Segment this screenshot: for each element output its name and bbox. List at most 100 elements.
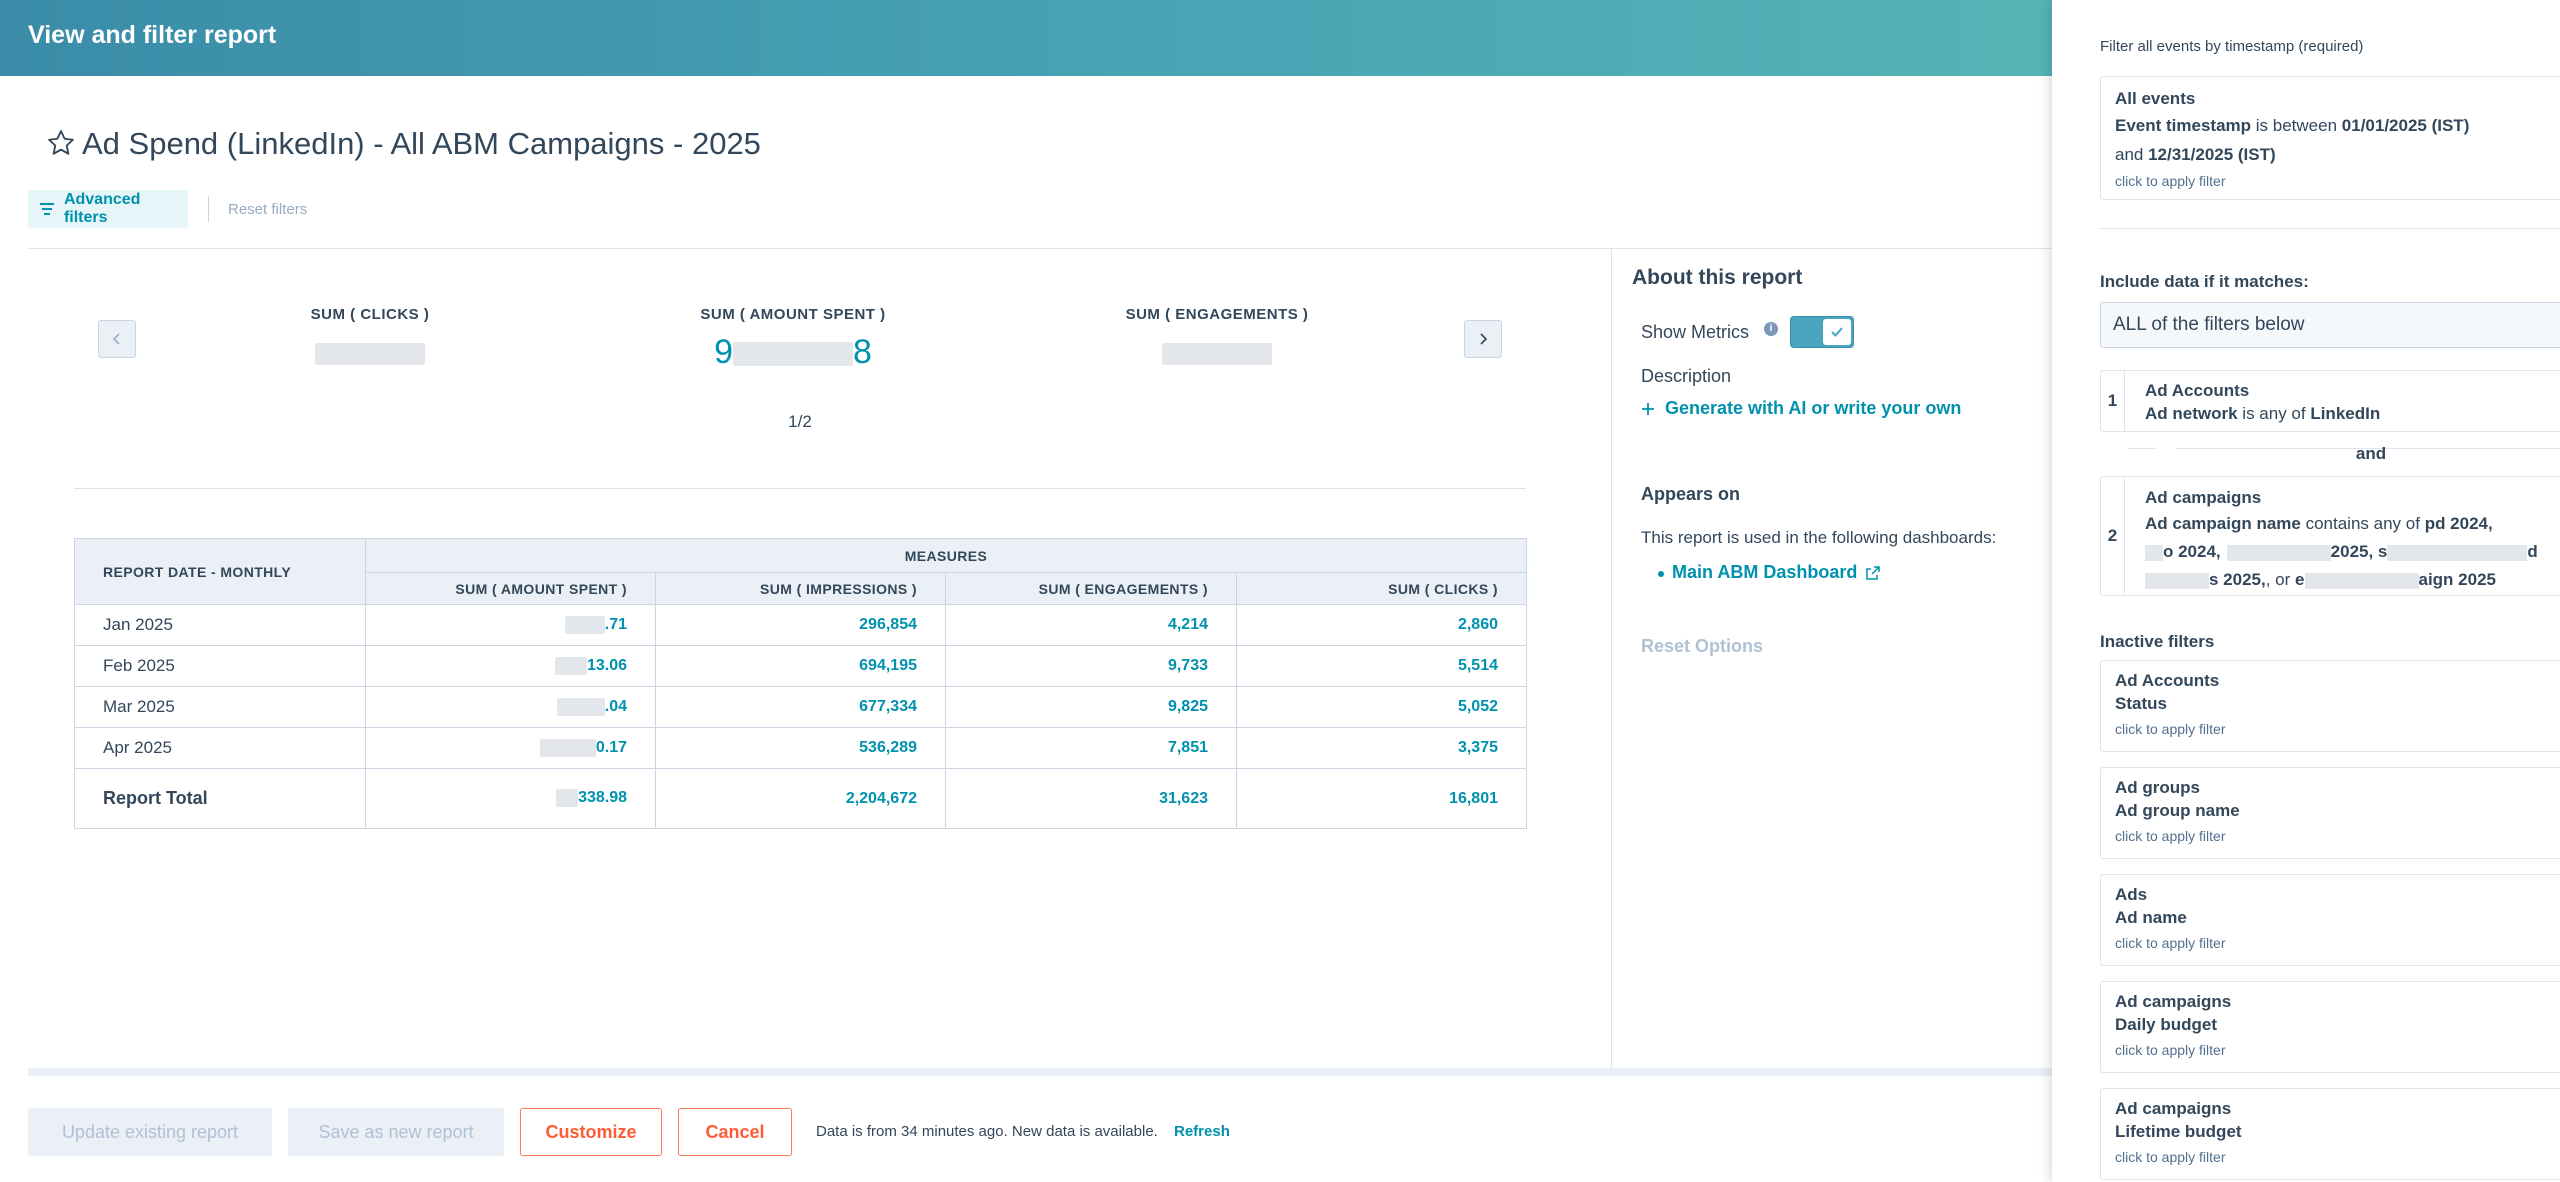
total-label: Report Total (74, 768, 366, 829)
inactive-filter-card[interactable]: Ads Ad name click to apply filter (2100, 874, 2560, 966)
filter-connector: and (2355, 444, 2387, 463)
amount-cell[interactable]: .04 (365, 686, 656, 728)
table-row: Feb 2025 13.06 694,195 9,733 5,514 (74, 645, 1527, 687)
inactive-filter-card[interactable]: Ad campaigns Daily budget click to apply… (2100, 981, 2560, 1073)
dashboard-link[interactable]: Main ABM Dashboard (1658, 562, 1881, 583)
advanced-filters-button[interactable]: Advanced filters (28, 190, 188, 228)
engagements-total-cell[interactable]: 31,623 (945, 768, 1237, 829)
filter-object: Ad campaigns (2115, 992, 2232, 1011)
engagements-cell[interactable]: 9,825 (945, 686, 1237, 728)
carousel-pager: 1/2 (788, 412, 812, 431)
match-type-dropdown[interactable]: ALL of the filters below (2100, 302, 2560, 348)
save-new-report-button[interactable]: Save as new report (288, 1108, 504, 1156)
inactive-filters-label: Inactive filters (2100, 632, 2215, 651)
row-label: Mar 2025 (74, 686, 366, 728)
clicks-total-cell[interactable]: 16,801 (1236, 768, 1527, 829)
info-icon[interactable]: i (1764, 322, 1778, 336)
impressions-cell[interactable]: 536,289 (655, 727, 946, 769)
reset-filters-link[interactable]: Reset filters (228, 201, 308, 218)
filter-rule-continued: and 12/31/2025 (IST) (2115, 145, 2276, 164)
reset-options-button[interactable]: Reset Options (1641, 636, 1764, 656)
column-header[interactable]: SUM ( IMPRESSIONS ) (655, 572, 946, 605)
footer-scrollbar[interactable] (28, 1068, 2052, 1076)
external-link-icon (1866, 565, 1881, 580)
filter-field: Lifetime budget (2115, 1122, 2242, 1141)
table-row: Jan 2025 .71 296,854 4,214 2,860 (74, 604, 1527, 646)
kpi-label: SUM ( AMOUNT SPENT ) (700, 306, 886, 323)
clicks-cell[interactable]: 5,514 (1236, 645, 1527, 687)
filter-object: Ad Accounts (2145, 381, 2250, 400)
inactive-filter-card[interactable]: Ad Accounts Status click to apply filter (2100, 660, 2560, 752)
timestamp-filter-card[interactable]: All events Event timestamp is between 01… (2100, 76, 2560, 200)
column-header[interactable]: SUM ( AMOUNT SPENT ) (365, 572, 656, 605)
carousel-next-button[interactable] (1464, 320, 1502, 358)
header-divider (28, 248, 2052, 249)
apply-filter-link[interactable]: click to apply filter (2115, 1042, 2226, 1058)
amount-cell[interactable]: 13.06 (365, 645, 656, 687)
generate-description-link[interactable]: Generate with AI or write your own (1641, 398, 1961, 419)
favorite-star-icon[interactable] (46, 128, 76, 158)
amount-cell[interactable]: .71 (365, 604, 656, 646)
filter-object: All events (2115, 89, 2196, 108)
include-label: Include data if it matches: (2100, 272, 2309, 291)
impressions-cell[interactable]: 677,334 (655, 686, 946, 728)
apply-filter-link[interactable]: click to apply filter (2115, 935, 2226, 951)
refresh-link[interactable]: Refresh (1174, 1123, 1230, 1140)
inactive-filter-card[interactable]: Ad groups Ad group name click to apply f… (2100, 767, 2560, 859)
amount-total-cell[interactable]: 338.98 (365, 768, 656, 829)
show-metrics-toggle[interactable] (1790, 316, 1854, 348)
kpi-value-redacted (220, 335, 520, 369)
measures-header: MEASURES (365, 538, 1527, 573)
report-table: REPORT DATE - MONTHLY MEASURES SUM ( AMO… (74, 538, 1527, 829)
filter-field: Ad group name (2115, 801, 2240, 820)
about-title: About this report (1632, 266, 1803, 289)
clicks-cell[interactable]: 3,375 (1236, 727, 1527, 769)
report-title: Ad Spend (LinkedIn) - All ABM Campaigns … (82, 126, 761, 161)
apply-filter-link[interactable]: click to apply filter (2115, 721, 2226, 737)
engagements-cell[interactable]: 4,214 (945, 604, 1237, 646)
filter-object: Ad campaigns (2115, 1099, 2232, 1118)
active-filter-card[interactable]: 2 Ad campaigns Ad campaign name contains… (2100, 476, 2560, 596)
kpi-value-prefix: 9 (714, 333, 733, 371)
filter-number: 1 (2101, 371, 2125, 431)
column-header[interactable]: SUM ( ENGAGEMENTS ) (945, 572, 1237, 605)
clicks-cell[interactable]: 5,052 (1236, 686, 1527, 728)
impressions-cell[interactable]: 694,195 (655, 645, 946, 687)
clicks-cell[interactable]: 2,860 (1236, 604, 1527, 646)
chevron-right-icon (1480, 333, 1488, 345)
filter-rule-values: s 2025,, or e aign 2025 (2145, 566, 2560, 594)
modal-title: View and filter report (28, 21, 277, 49)
row-label: Feb 2025 (74, 645, 366, 687)
inactive-filter-card[interactable]: Ad campaigns Lifetime budget click to ap… (2100, 1088, 2560, 1180)
update-report-button[interactable]: Update existing report (28, 1108, 272, 1156)
engagements-cell[interactable]: 7,851 (945, 727, 1237, 769)
kpi-label: SUM ( ENGAGEMENTS ) (1125, 306, 1309, 323)
apply-filter-link[interactable]: click to apply filter (2115, 173, 2226, 189)
impressions-total-cell[interactable]: 2,204,672 (655, 768, 946, 829)
engagements-cell[interactable]: 9,733 (945, 645, 1237, 687)
match-type-value: ALL of the filters below (2113, 314, 2305, 335)
active-filter-card[interactable]: 1 Ad Accounts Ad network is any of Linke… (2100, 370, 2560, 432)
apply-filter-link[interactable]: click to apply filter (2115, 1149, 2226, 1165)
filter-panel: Filter all events by timestamp (required… (2052, 0, 2560, 1182)
advanced-filters-label: Advanced filters (63, 191, 141, 226)
column-header[interactable]: SUM ( CLICKS ) (1236, 572, 1527, 605)
timestamp-filter-label: Filter all events by timestamp (required… (2100, 38, 2364, 55)
filter-field: Daily budget (2115, 1015, 2218, 1034)
data-freshness-note: Data is from 34 minutes ago. New data is… (816, 1123, 1158, 1140)
cancel-button[interactable]: Cancel (678, 1108, 792, 1156)
table-row: Mar 2025 .04 677,334 9,825 5,052 (74, 686, 1527, 728)
connector-line (2128, 448, 2156, 449)
apply-filter-link[interactable]: click to apply filter (2115, 828, 2226, 844)
filter-field: Status (2115, 694, 2167, 713)
chevron-left-icon (112, 333, 120, 345)
kpi-label: SUM ( CLICKS ) (310, 306, 430, 323)
impressions-cell[interactable]: 296,854 (655, 604, 946, 646)
filter-object: Ad Accounts (2115, 671, 2220, 690)
customize-button[interactable]: Customize (520, 1108, 662, 1156)
carousel-prev-button[interactable] (98, 320, 136, 358)
row-label: Jan 2025 (74, 604, 366, 646)
amount-cell[interactable]: 0.17 (365, 727, 656, 769)
row-label: Apr 2025 (74, 727, 366, 769)
